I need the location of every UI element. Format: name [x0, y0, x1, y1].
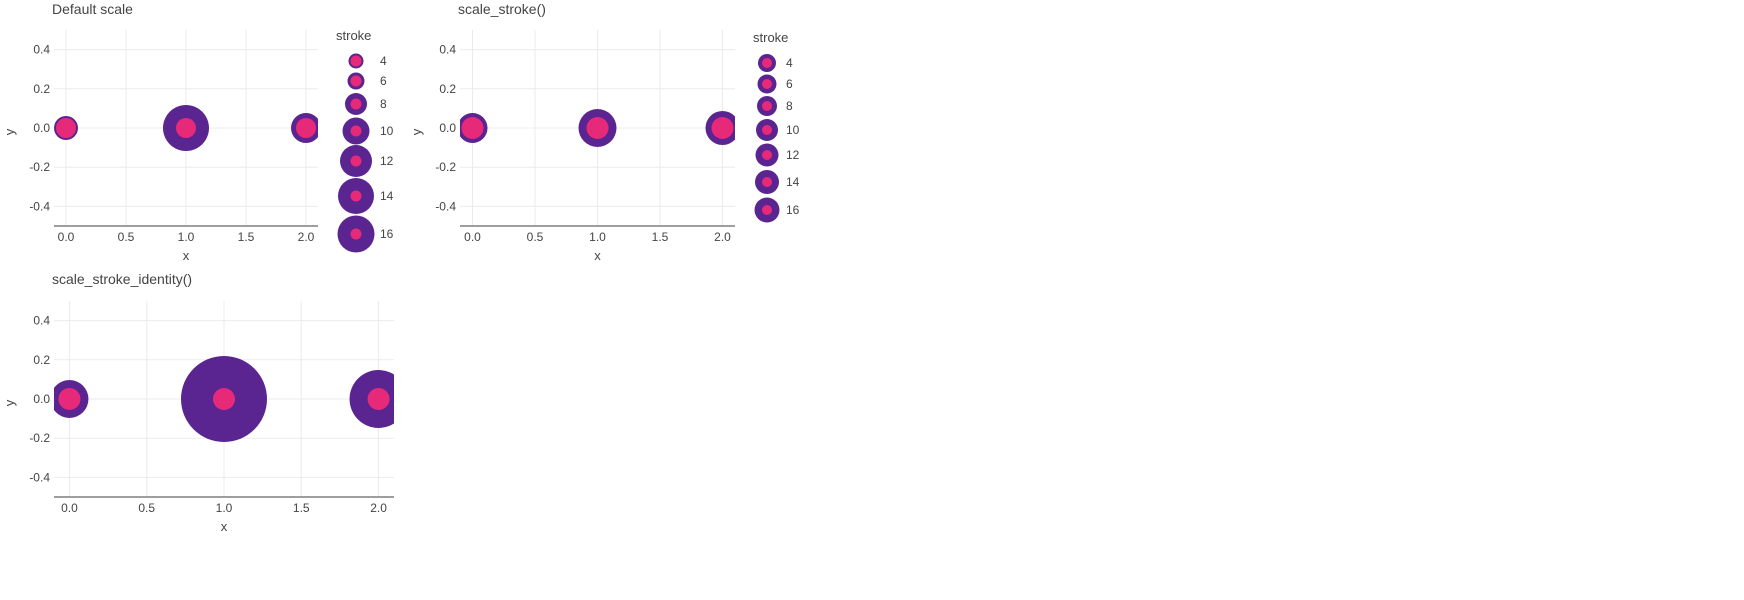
- x-tick-label: 2.0: [714, 230, 731, 244]
- x-axis-title: x: [183, 248, 190, 263]
- y-tick-label: 0.4: [439, 43, 456, 57]
- x-tick-label: 2.0: [298, 230, 315, 244]
- legend-label: 14: [380, 189, 394, 203]
- legend-key: [350, 125, 362, 137]
- y-tick-label: -0.2: [435, 160, 456, 174]
- y-tick-label: 0.2: [439, 82, 456, 96]
- legend-label: 6: [380, 74, 387, 88]
- points-layer: [54, 105, 318, 151]
- y-tick-label: -0.4: [435, 199, 456, 213]
- legend-key: [350, 98, 362, 110]
- legend-key: [762, 150, 772, 160]
- y-tick-label: 0.2: [33, 353, 50, 367]
- y-tick-label: 0.4: [33, 314, 50, 328]
- chart-panel-3: scale_stroke_identity() 0.0 0.5 1.0 1.5 2.0 0.…: [2, 271, 394, 534]
- data-point: [213, 388, 235, 410]
- legend-key: [762, 101, 772, 111]
- data-point: [58, 388, 81, 410]
- legend-label: 4: [786, 56, 793, 70]
- y-tick-label: 0.0: [439, 121, 456, 135]
- legend-label: 16: [786, 203, 800, 217]
- legend-key: [350, 155, 362, 167]
- legend: stroke 4 6 8 10 12 14 16: [336, 28, 394, 253]
- chart-title: scale_stroke_identity(): [52, 271, 192, 287]
- x-tick-label: 0.0: [61, 501, 78, 515]
- legend-key: [762, 125, 772, 135]
- chart-panel-1: Default scale 0.0 0.5 1.0 1.5 2.0 0.4 0.2 0.0 -0.…: [2, 1, 394, 263]
- legend-label: 12: [786, 148, 800, 162]
- x-tick-label: 1.0: [178, 230, 195, 244]
- chart-title: Default scale: [52, 1, 133, 17]
- legend-title: stroke: [753, 30, 788, 45]
- x-tick-label: 1.5: [652, 230, 669, 244]
- y-tick-label: -0.4: [29, 470, 50, 484]
- y-tick-label: 0.4: [33, 43, 50, 57]
- y-tick-label: -0.2: [29, 431, 50, 445]
- points-layer: [54, 356, 394, 442]
- data-point: [367, 388, 390, 410]
- x-tick-label: 0.5: [118, 230, 135, 244]
- x-tick-label: 0.0: [464, 230, 481, 244]
- x-axis-title: x: [221, 519, 228, 534]
- y-tick-label: -0.2: [29, 160, 50, 174]
- x-tick-label: 1.5: [238, 230, 255, 244]
- legend-key: [762, 79, 772, 89]
- x-tick-label: 1.0: [589, 230, 606, 244]
- x-tick-label: 0.5: [138, 501, 155, 515]
- y-axis-title: y: [409, 128, 424, 135]
- legend-key: [762, 205, 772, 215]
- x-axis-title: x: [594, 248, 601, 263]
- data-point: [586, 117, 609, 139]
- legend-label: 14: [786, 175, 800, 189]
- data-point: [56, 118, 76, 138]
- legend: stroke 4 6 8 10 12 14 16: [753, 30, 800, 223]
- legend-key: [350, 190, 362, 202]
- legend-title: stroke: [336, 28, 371, 43]
- y-axis-title: y: [2, 399, 17, 406]
- data-point: [461, 117, 484, 139]
- x-tick-label: 0.5: [527, 230, 544, 244]
- data-point: [296, 118, 316, 138]
- legend-label: 8: [380, 97, 387, 111]
- legend-key: [350, 75, 362, 87]
- legend-key: [762, 58, 772, 68]
- chart-title: scale_stroke(): [458, 1, 546, 17]
- y-tick-label: 0.0: [33, 121, 50, 135]
- legend-label: 4: [380, 54, 387, 68]
- y-tick-label: 0.0: [33, 392, 50, 406]
- legend-key: [762, 177, 772, 187]
- legend-key: [350, 55, 362, 67]
- legend-label: 6: [786, 77, 793, 91]
- legend-key: [350, 228, 362, 240]
- data-point: [711, 117, 734, 139]
- chart-panel-2: scale_stroke() 0.0 0.5 1.0 1.5 2.0 0.4 0.2 0.0 -0…: [409, 1, 800, 263]
- x-tick-label: 2.0: [370, 501, 387, 515]
- y-axis-title: y: [2, 128, 17, 135]
- legend-label: 12: [380, 154, 394, 168]
- legend-label: 10: [786, 123, 800, 137]
- x-tick-label: 1.5: [293, 501, 310, 515]
- y-tick-label: 0.2: [33, 82, 50, 96]
- x-tick-label: 1.0: [216, 501, 233, 515]
- data-point: [176, 118, 196, 138]
- y-tick-label: -0.4: [29, 199, 50, 213]
- legend-label: 8: [786, 99, 793, 113]
- x-tick-label: 0.0: [58, 230, 75, 244]
- legend-label: 10: [380, 124, 394, 138]
- legend-label: 16: [380, 227, 394, 241]
- points-layer: [460, 109, 735, 147]
